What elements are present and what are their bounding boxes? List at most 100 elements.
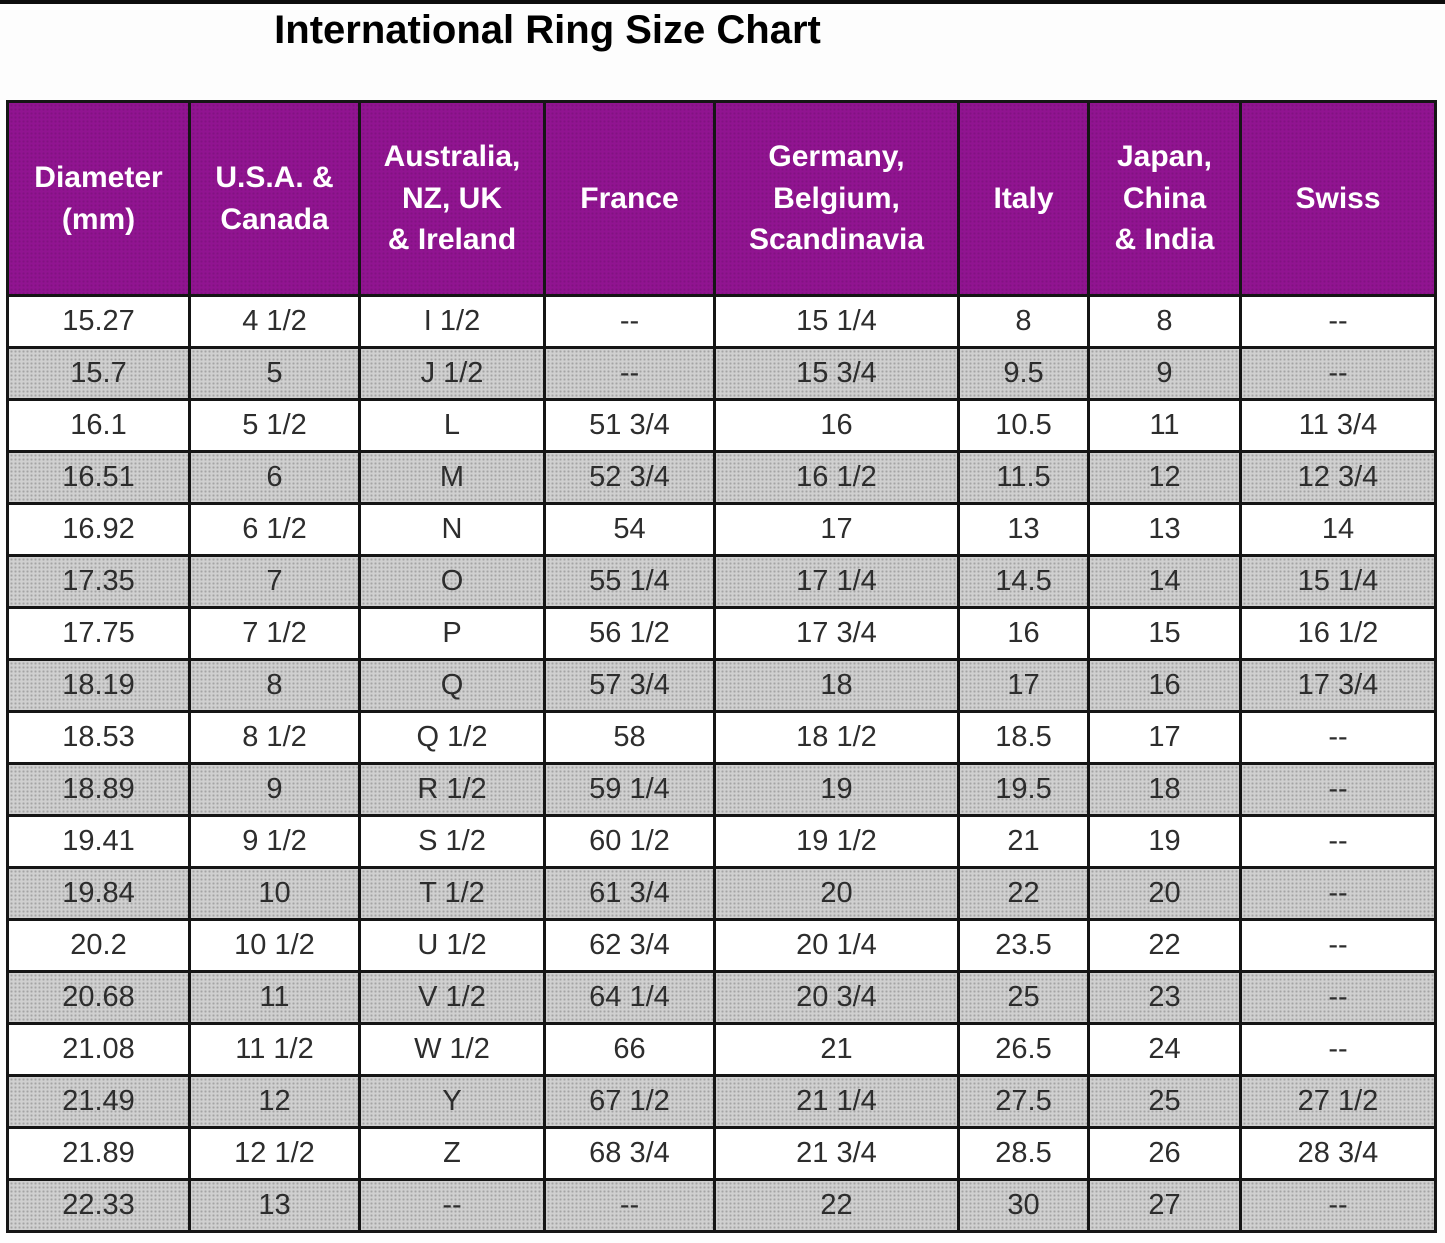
- table-cell: 18.53: [6, 710, 191, 765]
- table-cell: 11 1/2: [188, 1022, 361, 1077]
- table-cell: 59 1/4: [543, 762, 716, 817]
- table-cell: 5: [188, 346, 361, 401]
- ring-size-table: Diameter (mm) U.S.A. & Canada Australia, N…: [6, 100, 1437, 1233]
- table-cell: 21: [957, 814, 1090, 869]
- column-header: Japan, China & India: [1087, 100, 1242, 297]
- table-cell: 5 1/2: [188, 398, 361, 453]
- table-cell: --: [1239, 710, 1437, 765]
- table-cell: --: [358, 1178, 546, 1233]
- table-cell: 12: [1087, 450, 1242, 505]
- table-row: 19.84 10 T 1/2 61 3/4 20 22 20 --: [6, 866, 1437, 921]
- table-cell: R 1/2: [358, 762, 546, 817]
- column-header: France: [543, 100, 716, 297]
- column-header: Italy: [957, 100, 1090, 297]
- table-cell: J 1/2: [358, 346, 546, 401]
- table-cell: 23.5: [957, 918, 1090, 973]
- table-cell: 16: [1087, 658, 1242, 713]
- table-cell: 61 3/4: [543, 866, 716, 921]
- table-row: 21.89 12 1/2 Z 68 3/4 21 3/4 28.5 26 28 3/4: [6, 1126, 1437, 1181]
- table-cell: Y: [358, 1074, 546, 1129]
- table-row: 16.51 6 M 52 3/4 16 1/2 11.5 12 12 3/4: [6, 450, 1437, 505]
- table-cell: 68 3/4: [543, 1126, 716, 1181]
- table-cell: --: [1239, 970, 1437, 1025]
- table-cell: 17: [1087, 710, 1242, 765]
- table-cell: 7 1/2: [188, 606, 361, 661]
- table-cell: 11.5: [957, 450, 1090, 505]
- table-cell: 21 3/4: [713, 1126, 960, 1181]
- table-cell: 15.7: [6, 346, 191, 401]
- table-cell: 21: [713, 1022, 960, 1077]
- table-cell: 21.08: [6, 1022, 191, 1077]
- table-row: 15.7 5 J 1/2 -- 15 3/4 9.5 9 --: [6, 346, 1437, 401]
- table-cell: 27: [1087, 1178, 1242, 1233]
- table-cell: 19: [1087, 814, 1242, 869]
- table-cell: Z: [358, 1126, 546, 1181]
- table-cell: 26.5: [957, 1022, 1090, 1077]
- table-cell: 9: [1087, 346, 1242, 401]
- table-row: 16.92 6 1/2 N 54 17 13 13 14: [6, 502, 1437, 557]
- table-cell: 58: [543, 710, 716, 765]
- table-cell: 12: [188, 1074, 361, 1129]
- table-cell: O: [358, 554, 546, 609]
- table-cell: 52 3/4: [543, 450, 716, 505]
- table-cell: 16: [713, 398, 960, 453]
- table-cell: 27 1/2: [1239, 1074, 1437, 1129]
- table-cell: 13: [188, 1178, 361, 1233]
- table-cell: 15 1/4: [713, 294, 960, 349]
- table-cell: --: [543, 294, 716, 349]
- table-cell: 18.89: [6, 762, 191, 817]
- table-cell: 22: [957, 866, 1090, 921]
- table-cell: 12 1/2: [188, 1126, 361, 1181]
- table-cell: 21.49: [6, 1074, 191, 1129]
- table-cell: 22: [713, 1178, 960, 1233]
- table-cell: 9: [188, 762, 361, 817]
- column-header: Diameter (mm): [6, 100, 191, 297]
- table-cell: 16.1: [6, 398, 191, 453]
- table-cell: 66: [543, 1022, 716, 1077]
- table-cell: 14.5: [957, 554, 1090, 609]
- table-cell: 10.5: [957, 398, 1090, 453]
- table-cell: 15: [1087, 606, 1242, 661]
- table-row: 21.49 12 Y 67 1/2 21 1/4 27.5 25 27 1/2: [6, 1074, 1437, 1129]
- table-cell: --: [1239, 346, 1437, 401]
- table-cell: 18 1/2: [713, 710, 960, 765]
- table-cell: 18: [713, 658, 960, 713]
- table-cell: 19.41: [6, 814, 191, 869]
- table-cell: 25: [1087, 1074, 1242, 1129]
- table-cell: 15 3/4: [713, 346, 960, 401]
- table-cell: I 1/2: [358, 294, 546, 349]
- table-cell: 7: [188, 554, 361, 609]
- table-cell: 19.84: [6, 866, 191, 921]
- table-cell: 18.19: [6, 658, 191, 713]
- table-cell: 9 1/2: [188, 814, 361, 869]
- table-cell: 17 3/4: [713, 606, 960, 661]
- table-cell: 13: [957, 502, 1090, 557]
- table-header: Diameter (mm) U.S.A. & Canada Australia, N…: [6, 100, 1437, 297]
- table-cell: 17.35: [6, 554, 191, 609]
- table-row: 15.27 4 1/2 I 1/2 -- 15 1/4 8 8 --: [6, 294, 1437, 349]
- table-cell: Q 1/2: [358, 710, 546, 765]
- table-cell: 17: [957, 658, 1090, 713]
- table-cell: 21.89: [6, 1126, 191, 1181]
- table-cell: 16.51: [6, 450, 191, 505]
- table-cell: 18.5: [957, 710, 1090, 765]
- table-row: 19.41 9 1/2 S 1/2 60 1/2 19 1/2 21 19 --: [6, 814, 1437, 869]
- table-cell: S 1/2: [358, 814, 546, 869]
- table-cell: 8: [188, 658, 361, 713]
- table-cell: --: [1239, 1022, 1437, 1077]
- table-cell: M: [358, 450, 546, 505]
- table-cell: 55 1/4: [543, 554, 716, 609]
- table-cell: 51 3/4: [543, 398, 716, 453]
- table-cell: 15 1/4: [1239, 554, 1437, 609]
- table-row: 17.35 7 O 55 1/4 17 1/4 14.5 14 15 1/4: [6, 554, 1437, 609]
- table-cell: 17 3/4: [1239, 658, 1437, 713]
- table-row: 16.1 5 1/2 L 51 3/4 16 10.5 11 11 3/4: [6, 398, 1437, 453]
- table-cell: 22: [1087, 918, 1242, 973]
- table-row: 22.33 13 -- -- 22 30 27 --: [6, 1178, 1437, 1233]
- table-cell: 17.75: [6, 606, 191, 661]
- table-cell: 24: [1087, 1022, 1242, 1077]
- table-cell: 60 1/2: [543, 814, 716, 869]
- table-cell: 11 3/4: [1239, 398, 1437, 453]
- table-row: 20.2 10 1/2 U 1/2 62 3/4 20 1/4 23.5 22 --: [6, 918, 1437, 973]
- table-cell: 20 3/4: [713, 970, 960, 1025]
